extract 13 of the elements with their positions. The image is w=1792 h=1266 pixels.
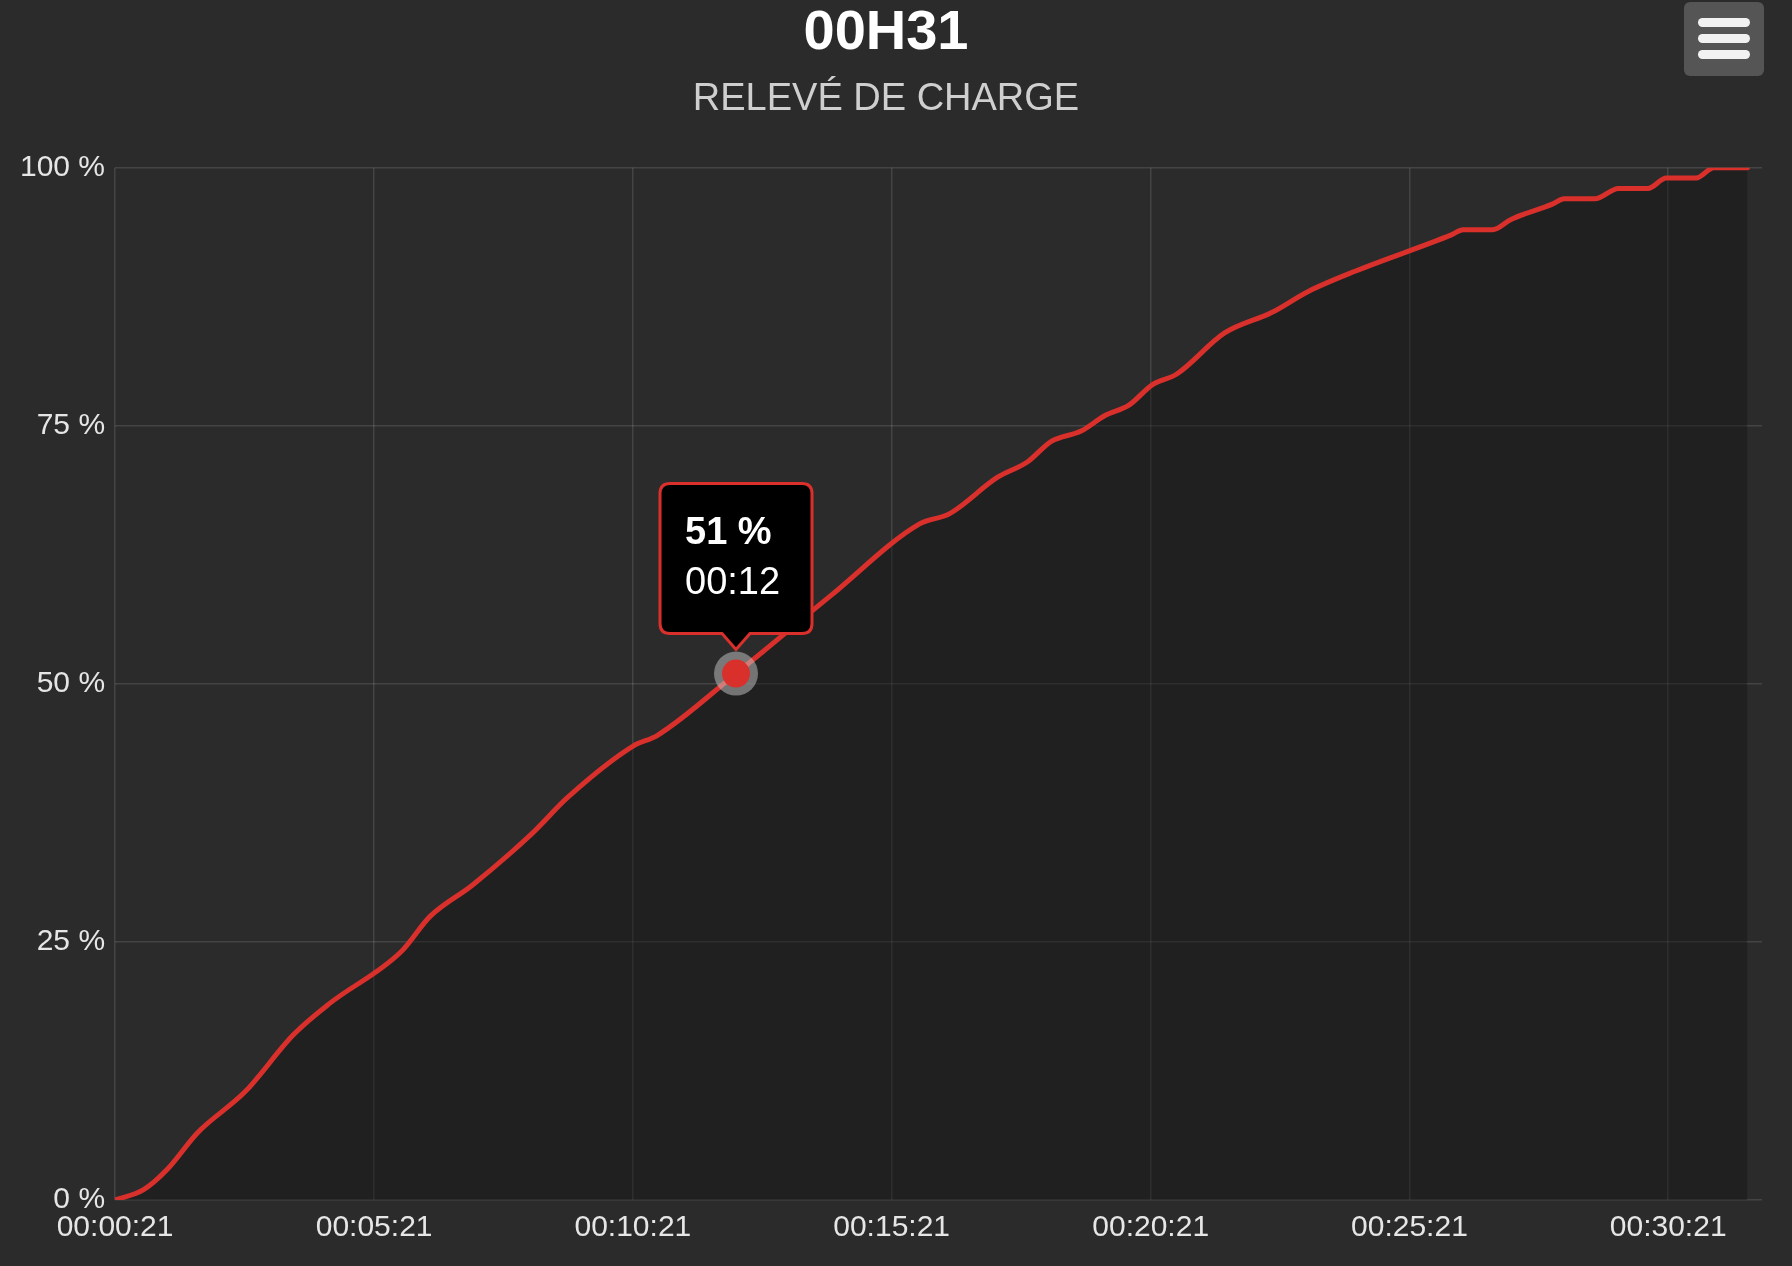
chart-title: 00H31 (803, 0, 969, 62)
x-tick-label: 00:10:21 (574, 1209, 692, 1243)
chart-subtitle: RELEVÉ DE CHARGE (692, 76, 1080, 119)
y-tick-label: 25 % (36, 923, 106, 957)
x-tick-label: 00:25:21 (1351, 1209, 1468, 1243)
x-tick-label: 00:15:21 (833, 1209, 951, 1243)
y-tick-label: 50 % (36, 665, 106, 699)
annotation: 51 % 00:12 (685, 510, 781, 603)
y-tick-label: 100 % (19, 149, 106, 183)
x-tick-label: 00:30:21 (1609, 1209, 1727, 1243)
y-tick-label: 75 % (36, 407, 106, 441)
x-tick-label: 00:20:21 (1092, 1209, 1210, 1243)
x-tick-label: 00:05:21 (315, 1209, 433, 1243)
